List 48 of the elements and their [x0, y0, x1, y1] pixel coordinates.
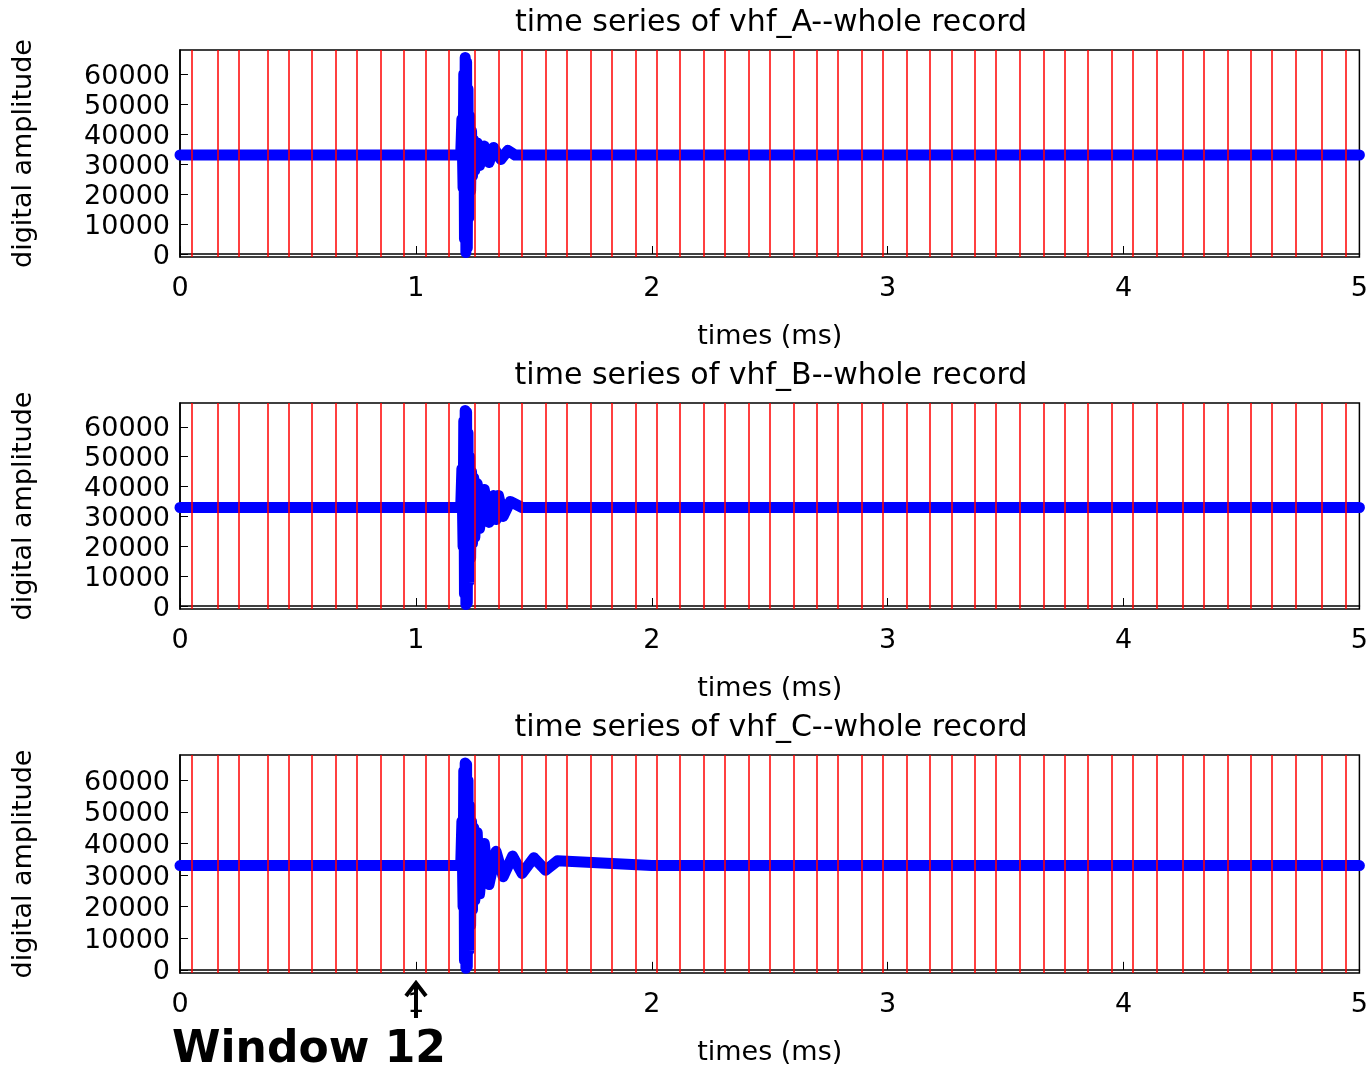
x-tick-label: 4: [1114, 271, 1133, 302]
x-tick-label: 1: [407, 271, 425, 302]
x-tick-label: 5: [1350, 623, 1368, 654]
y-tick-label: 20000: [84, 891, 170, 923]
x-tick-label: 1: [407, 623, 425, 654]
y-tick-label: 50000: [84, 796, 170, 828]
chart-title: time series of vhf_A--whole record: [514, 2, 1028, 38]
x-tick-label: 2: [643, 987, 661, 1018]
y-tick-label: 40000: [84, 471, 170, 503]
y-tick-label: 60000: [84, 58, 170, 90]
y-tick-label: 40000: [84, 118, 170, 150]
y-tick-label: 50000: [84, 88, 170, 120]
x-axis-title: times (ms): [697, 671, 843, 702]
x-axis-title: times (ms): [697, 319, 843, 350]
y-tick-label: 10000: [84, 208, 170, 240]
y-tick-label: 50000: [84, 441, 170, 473]
y-tick-label: 10000: [84, 560, 170, 592]
y-tick-label: 40000: [84, 827, 170, 859]
x-tick-label: 0: [171, 623, 189, 654]
x-axis-title: times (ms): [697, 1035, 843, 1066]
y-tick-label: 0: [152, 954, 170, 986]
x-tick-label: 5: [1350, 987, 1368, 1018]
chart-title: time series of vhf_B--whole record: [514, 355, 1028, 391]
y-tick-label: 30000: [84, 859, 170, 891]
y-tick-label: 10000: [84, 922, 170, 954]
x-tick-label: 0: [171, 987, 189, 1018]
y-tick-label: 30000: [84, 148, 170, 180]
y-tick-label: 0: [152, 590, 170, 622]
y-tick-label: 20000: [84, 178, 170, 210]
y-axis-title: digital amplitude: [6, 749, 37, 979]
y-tick-label: 20000: [84, 530, 170, 562]
x-tick-label: 2: [643, 623, 661, 654]
x-tick-label: 4: [1114, 987, 1133, 1018]
y-tick-label: 60000: [84, 764, 170, 796]
x-tick-label: 3: [879, 271, 897, 302]
y-axis-title: digital amplitude: [6, 391, 37, 621]
y-axis-title: digital amplitude: [6, 39, 37, 268]
x-tick-label: 5: [1350, 271, 1368, 302]
chart-title: time series of vhf_C--whole record: [514, 707, 1028, 743]
y-tick-label: 0: [152, 238, 170, 270]
x-tick-label: 4: [1114, 623, 1133, 654]
y-tick-label: 30000: [84, 500, 170, 532]
x-tick-label: 2: [643, 271, 661, 302]
text: Window 12: [172, 1021, 446, 1072]
x-tick-label: 3: [879, 623, 897, 654]
x-tick-label: 0: [171, 271, 189, 302]
x-tick-label: 3: [879, 987, 897, 1018]
y-tick-label: 60000: [84, 411, 170, 443]
